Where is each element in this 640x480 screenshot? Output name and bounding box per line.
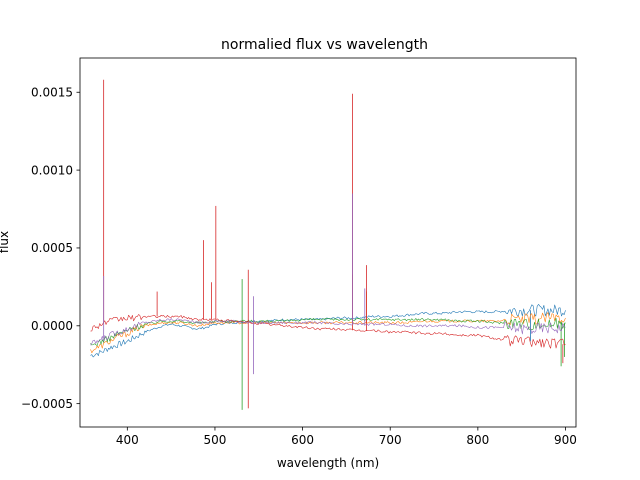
x-axis-title: wavelength (nm) bbox=[277, 456, 379, 470]
y-tick-label: 0.0000 bbox=[31, 319, 73, 333]
x-tick-label: 500 bbox=[204, 433, 227, 447]
y-tick-label: 0.0010 bbox=[31, 163, 73, 177]
plot-layer bbox=[90, 79, 566, 410]
x-tick-label: 900 bbox=[554, 433, 577, 447]
x-tick-label: 600 bbox=[291, 433, 314, 447]
series-line-1 bbox=[90, 304, 566, 358]
x-tick-label: 700 bbox=[379, 433, 402, 447]
series-line-5 bbox=[90, 318, 566, 346]
series-line-3 bbox=[90, 317, 566, 347]
y-axis-title: flux bbox=[0, 231, 11, 253]
y-tick-label: 0.0015 bbox=[31, 86, 73, 100]
y-tick-label: −0.0005 bbox=[21, 397, 73, 411]
chart-title: normalied flux vs wavelength bbox=[221, 37, 428, 53]
y-tick-label: 0.0005 bbox=[31, 241, 73, 255]
tick-layer: 400 500 600 700 800 900 −0.0005 0.0000 0.0005 0.0… bbox=[21, 86, 577, 447]
x-tick-label: 400 bbox=[116, 433, 139, 447]
plot-frame bbox=[79, 57, 577, 428]
series-line-4 bbox=[90, 314, 566, 349]
x-tick-label: 800 bbox=[466, 433, 489, 447]
